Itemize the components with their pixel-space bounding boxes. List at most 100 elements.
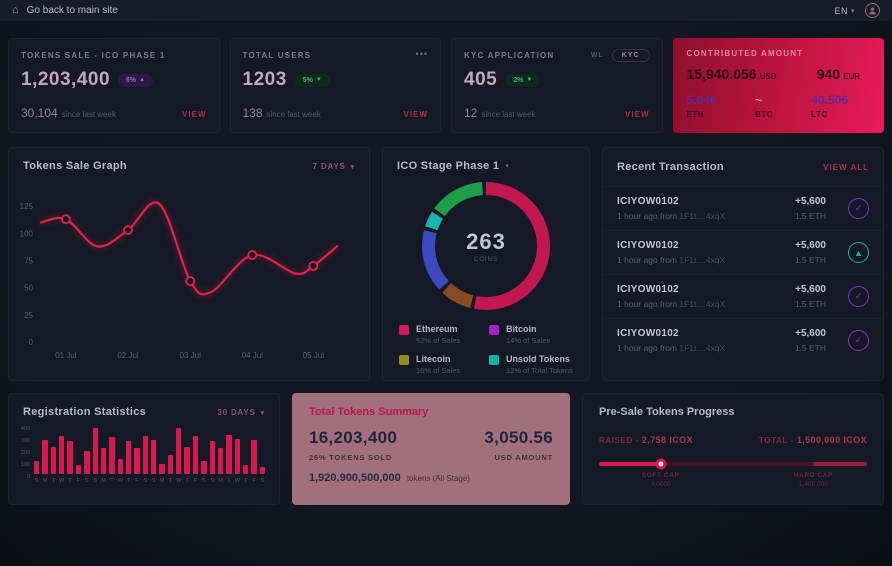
- panel-title: Tokens Sale Graph: [23, 160, 127, 172]
- delta-value: 138: [242, 106, 263, 120]
- transaction-address: 1F1t....4xqX: [679, 299, 726, 309]
- bar: M: [159, 426, 165, 484]
- bar: T: [109, 426, 115, 484]
- eur-unit: EUR: [843, 72, 860, 81]
- view-button[interactable]: VIEW: [403, 110, 428, 119]
- transaction-row[interactable]: ICIYOW0102 1 hour ago from 1F1t....4xqX +5…: [603, 274, 883, 318]
- check-status-icon[interactable]: ✓: [848, 286, 869, 307]
- stage-dropdown[interactable]: ICO Stage Phase 1 ▾: [383, 148, 589, 172]
- svg-text:25: 25: [24, 311, 33, 320]
- bar: F: [134, 426, 140, 484]
- kyc-application-card: WL KYC KYC APPLICATION 405 2% ▼ 12 since …: [451, 38, 663, 133]
- card-title: TOKENS SALE - ICO PHASE 1: [21, 51, 166, 60]
- panel-title: Recent Transaction: [617, 161, 724, 173]
- kyc-tab[interactable]: KYC: [611, 49, 650, 62]
- usd-value: 15,940.056: [686, 66, 757, 82]
- transaction-id: ICIYOW0102: [617, 240, 679, 251]
- panel-title: Total Tokens Summary: [309, 406, 429, 418]
- coins-count: 263: [466, 229, 506, 254]
- raised-value: 2,758 ICOX: [641, 435, 693, 445]
- bar-chart-y-axis: 400 300 200 100 0: [20, 426, 30, 480]
- bar: T: [67, 426, 73, 484]
- delta-value: 30,104: [21, 106, 58, 120]
- transaction-time: 1 hour ago from: [617, 343, 678, 353]
- svg-text:0: 0: [29, 338, 34, 347]
- legend-caption: 14% of Sales: [506, 336, 551, 345]
- tokens-sold-value: 16,203,400: [309, 428, 398, 447]
- transaction-amount: +5,600: [795, 328, 826, 339]
- raised-label: RAISED -: [599, 436, 639, 445]
- transaction-eth-amount: 1.5 ETH: [794, 343, 826, 353]
- range-dropdown[interactable]: 30 DAYS ▾: [217, 408, 265, 417]
- bar: S: [34, 426, 40, 484]
- eth-status-icon[interactable]: ▲: [848, 242, 869, 263]
- bar: M: [217, 426, 224, 484]
- bar: S: [209, 426, 215, 484]
- card-value: 405: [464, 69, 498, 90]
- view-all-button[interactable]: VIEW ALL: [823, 162, 869, 172]
- donut-legend: Ethereum 52% of Sales Bitcoin 14% of Sales…: [383, 310, 589, 375]
- panel-title: Pre-Sale Tokens Progress: [599, 406, 735, 418]
- all-stage-caption: tokens (All Stage): [406, 474, 470, 483]
- transaction-address: 1F1t....4xqX: [679, 343, 726, 353]
- back-link[interactable]: ⌂ Go back to main site: [12, 5, 118, 17]
- ico-stage-panel: ICO Stage Phase 1 ▾ 263 COINS Ethereum 52…: [382, 147, 590, 381]
- coins-caption: COINS: [473, 257, 498, 263]
- transaction-row[interactable]: ICIYOW0102 1 hour ago from 1F1t....4xqX +5…: [603, 318, 883, 362]
- transaction-eth-amount: 1.5 ETH: [794, 211, 826, 221]
- middle-row: Tokens Sale Graph 7 DAYS ▾ 125 100 75 50 25 0…: [8, 147, 884, 381]
- language-selector[interactable]: EN ▾: [834, 6, 855, 16]
- bar: T: [167, 426, 174, 484]
- recent-transactions-panel: Recent Transaction VIEW ALL ICIYOW0102 1 …: [602, 147, 884, 381]
- bar: W: [59, 426, 65, 484]
- legend-swatch: [399, 325, 409, 335]
- transaction-row[interactable]: ICIYOW0102 1 hour ago from 1F1t....4xqX +5…: [603, 186, 883, 230]
- view-button[interactable]: VIEW: [625, 110, 650, 119]
- chevron-down-icon: ▾: [850, 7, 855, 15]
- range-dropdown[interactable]: 7 DAYS ▾: [313, 162, 355, 171]
- wl-tab[interactable]: WL: [590, 52, 604, 59]
- panel-title: Registration Statistics: [23, 406, 147, 418]
- language-label: EN: [834, 5, 848, 16]
- bar: S: [84, 426, 90, 484]
- total-value: 1,500,000 ICOX: [796, 435, 867, 445]
- delta-value: 12: [464, 106, 478, 120]
- bottom-row: Registration Statistics 30 DAYS ▾ 400 300…: [8, 393, 884, 505]
- view-button[interactable]: VIEW: [182, 110, 207, 119]
- check-status-icon[interactable]: ✓: [848, 198, 869, 219]
- total-users-card: ••• TOTAL USERS 1203 5% ▼ 138 since last …: [229, 38, 441, 133]
- svg-text:50: 50: [24, 284, 33, 293]
- range-label: 30 DAYS: [217, 407, 256, 417]
- badge-text: 2%: [513, 76, 524, 84]
- person-icon: [869, 7, 876, 15]
- slider-handle[interactable]: [655, 458, 667, 470]
- check-status-icon[interactable]: ✓: [848, 330, 869, 351]
- transaction-id: ICIYOW0102: [617, 328, 679, 339]
- bar: W: [234, 426, 240, 484]
- transaction-row[interactable]: ICIYOW0102 1 hour ago from 1F1t....4xqX +5…: [603, 230, 883, 274]
- ltc-unit: LTC: [811, 110, 828, 119]
- btc-value: ~: [754, 93, 762, 107]
- eth-unit: ETH: [686, 110, 704, 119]
- transactions-list: ICIYOW0102 1 hour ago from 1F1t....4xqX +5…: [603, 186, 883, 362]
- topbar-actions: EN ▾: [834, 3, 880, 18]
- soft-cap-marker: SOFT CAP 4,0000: [642, 469, 680, 488]
- legend-caption: 16% of Sales: [416, 366, 461, 375]
- card-value: 1,203,400: [21, 69, 111, 90]
- transaction-time: 1 hour ago from: [617, 211, 678, 221]
- tokens-sale-line-chart: 125 100 75 50 25 0 01 Jul 02 Jul 03 Jul 04 Jul 05 …: [20, 199, 339, 360]
- trend-arrow-icon: ▼: [315, 77, 322, 83]
- soft-cap-value: 4,0000: [650, 481, 671, 488]
- bar: F: [251, 426, 257, 484]
- legend-item-bitcoin: Bitcoin 14% of Sales: [489, 324, 573, 345]
- main-content: TOKENS SALE - ICO PHASE 1 1,203,400 6% ▲…: [0, 22, 892, 505]
- legend-caption: 52% of Sales: [416, 336, 461, 345]
- more-options-icon[interactable]: •••: [415, 49, 428, 59]
- legend-swatch: [489, 355, 499, 365]
- stats-row: TOKENS SALE - ICO PHASE 1 1,203,400 6% ▲…: [8, 38, 884, 133]
- user-avatar[interactable]: [865, 3, 880, 18]
- bar: T: [226, 426, 232, 484]
- progress-slider-track[interactable]: SOFT CAP 4,0000 HARD CAP 1,400,000: [599, 458, 867, 488]
